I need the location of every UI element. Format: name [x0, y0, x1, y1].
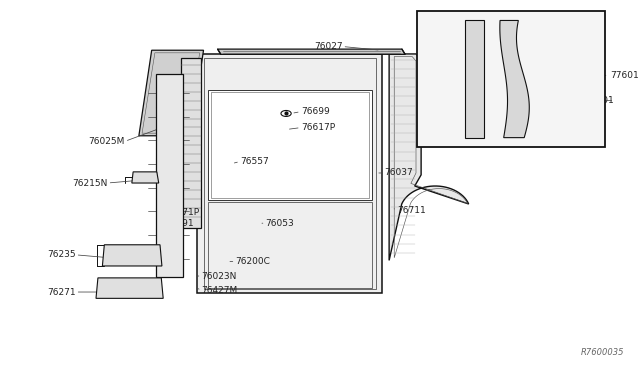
Polygon shape	[389, 54, 468, 260]
Text: 76023N: 76023N	[202, 272, 237, 280]
Polygon shape	[132, 172, 159, 183]
Polygon shape	[102, 245, 162, 266]
Text: 76053: 76053	[266, 219, 294, 228]
Polygon shape	[139, 50, 204, 136]
Text: 76039: 76039	[429, 38, 458, 47]
Text: 77601: 77601	[586, 96, 614, 105]
Text: 76235: 76235	[47, 250, 76, 259]
Text: 76699: 76699	[301, 107, 330, 116]
Text: 76025M: 76025M	[88, 137, 125, 146]
Polygon shape	[96, 278, 163, 298]
Text: 76037: 76037	[384, 169, 413, 177]
Text: 76557: 76557	[240, 157, 269, 166]
Text: 76291: 76291	[165, 219, 194, 228]
Text: 76200C: 76200C	[236, 257, 270, 266]
Polygon shape	[465, 20, 484, 138]
Text: R7600035: R7600035	[580, 348, 624, 357]
Polygon shape	[500, 20, 529, 138]
Text: 76039: 76039	[422, 20, 449, 29]
Text: 77601: 77601	[610, 71, 639, 80]
Polygon shape	[181, 58, 201, 228]
Text: 76571P: 76571P	[165, 208, 199, 217]
Polygon shape	[208, 90, 372, 200]
Text: 76427M: 76427M	[202, 286, 238, 295]
Polygon shape	[218, 49, 405, 54]
Text: 76215N: 76215N	[72, 179, 108, 187]
Text: 76617P: 76617P	[301, 123, 335, 132]
Bar	[417, 11, 605, 147]
Polygon shape	[197, 54, 382, 293]
Text: 76711: 76711	[397, 206, 426, 215]
Polygon shape	[156, 74, 183, 277]
Text: 76027: 76027	[314, 42, 342, 51]
Text: 76271: 76271	[47, 288, 76, 296]
